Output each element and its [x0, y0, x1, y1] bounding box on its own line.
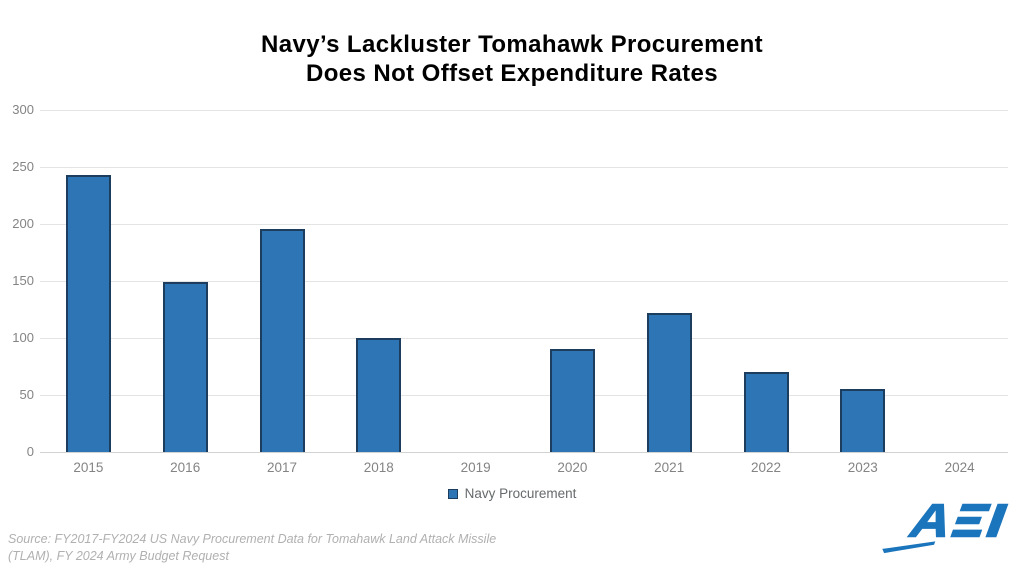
y-axis-label-300: 300	[12, 102, 34, 117]
source-note-line-1: Source: FY2017-FY2024 US Navy Procuremen…	[8, 532, 497, 546]
source-note-line-2: (TLAM), FY 2024 Army Budget Request	[8, 549, 229, 563]
gridline-50	[40, 395, 1008, 396]
x-axis-label-2020: 2020	[557, 460, 588, 475]
x-axis-label-2019: 2019	[460, 460, 491, 475]
gridline-150	[40, 281, 1008, 282]
gridline-100	[40, 338, 1008, 339]
y-axis-label-50: 50	[19, 387, 34, 402]
gridline-0	[40, 452, 1008, 453]
bar-2018	[356, 338, 402, 452]
y-axis-label-0: 0	[26, 444, 34, 459]
y-axis-label-200: 200	[12, 216, 34, 231]
y-axis-label-150: 150	[12, 273, 34, 288]
gridline-300	[40, 110, 1008, 111]
chart-legend: Navy Procurement	[0, 486, 1024, 501]
bar-2017	[259, 228, 305, 452]
y-axis-label-250: 250	[12, 159, 34, 174]
bar-2020	[549, 349, 595, 452]
bar-2023	[840, 389, 886, 452]
bar-2016	[162, 282, 208, 452]
source-note: Source: FY2017-FY2024 US Navy Procuremen…	[8, 531, 528, 565]
bar-2021	[646, 312, 692, 452]
bar-chart-plot-area: 0 50 100 150 200 250 300 2015 2016 2017 2018 2019 20…	[12, 102, 1008, 475]
x-axis-label-2023: 2023	[847, 460, 878, 475]
aei-logo-graphic	[882, 503, 1009, 554]
x-axis-label-2016: 2016	[170, 460, 201, 475]
chart-title-line-2: Does Not Offset Expenditure Rates	[306, 60, 718, 87]
x-axis-label-2022: 2022	[750, 460, 782, 475]
x-axis-label-2015: 2015	[73, 460, 104, 475]
gridline-200	[40, 224, 1008, 225]
chart-title-line-1: Navy’s Lackluster Tomahawk Procurement	[260, 31, 764, 58]
chart-title: Navy’s Lackluster Tomahawk Procurement D…	[0, 30, 1024, 88]
legend-swatch-navy-procurement	[447, 488, 458, 499]
x-axis-label-2018: 2018	[363, 460, 394, 475]
bar-2015	[65, 174, 111, 452]
y-axis-label-100: 100	[12, 330, 34, 345]
gridline-250	[40, 167, 1008, 168]
x-axis-label-2024: 2024	[944, 460, 975, 475]
x-axis-label-2017: 2017	[266, 460, 298, 475]
x-axis-label-2021: 2021	[654, 460, 685, 475]
bar-2022	[743, 372, 789, 452]
aei-logo	[882, 498, 1016, 558]
legend-label: Navy Procurement	[464, 486, 577, 501]
